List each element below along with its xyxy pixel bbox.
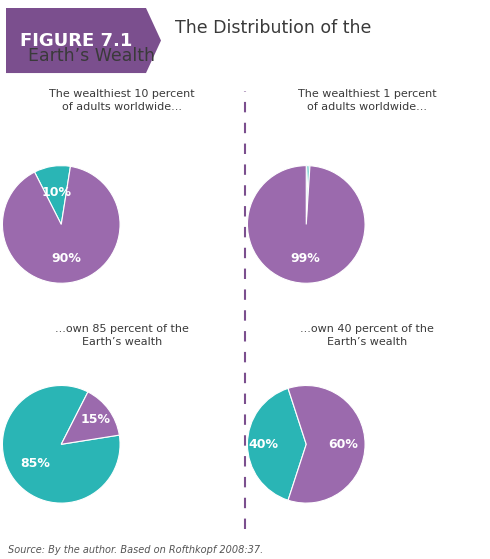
Text: Earth’s Wealth: Earth’s Wealth xyxy=(28,47,155,65)
Text: 15%: 15% xyxy=(80,413,111,426)
Wedge shape xyxy=(61,392,120,444)
Wedge shape xyxy=(247,165,365,283)
Text: ...own 85 percent of the
Earth’s wealth: ...own 85 percent of the Earth’s wealth xyxy=(55,324,189,348)
Wedge shape xyxy=(306,165,310,225)
Text: 10%: 10% xyxy=(41,186,71,199)
Polygon shape xyxy=(6,8,161,73)
Text: The wealthiest 1 percent
of adults worldwide...: The wealthiest 1 percent of adults world… xyxy=(298,89,436,112)
Wedge shape xyxy=(2,386,120,503)
Text: ...own 40 percent of the
Earth’s wealth: ...own 40 percent of the Earth’s wealth xyxy=(300,324,434,348)
Text: FIGURE 7.1: FIGURE 7.1 xyxy=(20,31,132,50)
Text: 40%: 40% xyxy=(249,438,279,451)
Wedge shape xyxy=(288,386,365,503)
Wedge shape xyxy=(2,167,120,283)
Wedge shape xyxy=(35,165,71,225)
Text: The wealthiest 10 percent
of adults worldwide...: The wealthiest 10 percent of adults worl… xyxy=(49,89,195,112)
Text: 60%: 60% xyxy=(328,438,358,451)
Text: 1%: 1% xyxy=(298,139,319,217)
Text: 90%: 90% xyxy=(51,252,81,264)
Text: Source: By the author. Based on Rofthkopf 2008:37.: Source: By the author. Based on Rofthkop… xyxy=(8,545,263,555)
Text: 99%: 99% xyxy=(290,252,320,265)
Text: The Distribution of the: The Distribution of the xyxy=(175,19,371,37)
Wedge shape xyxy=(247,389,306,500)
Text: 85%: 85% xyxy=(20,457,50,470)
